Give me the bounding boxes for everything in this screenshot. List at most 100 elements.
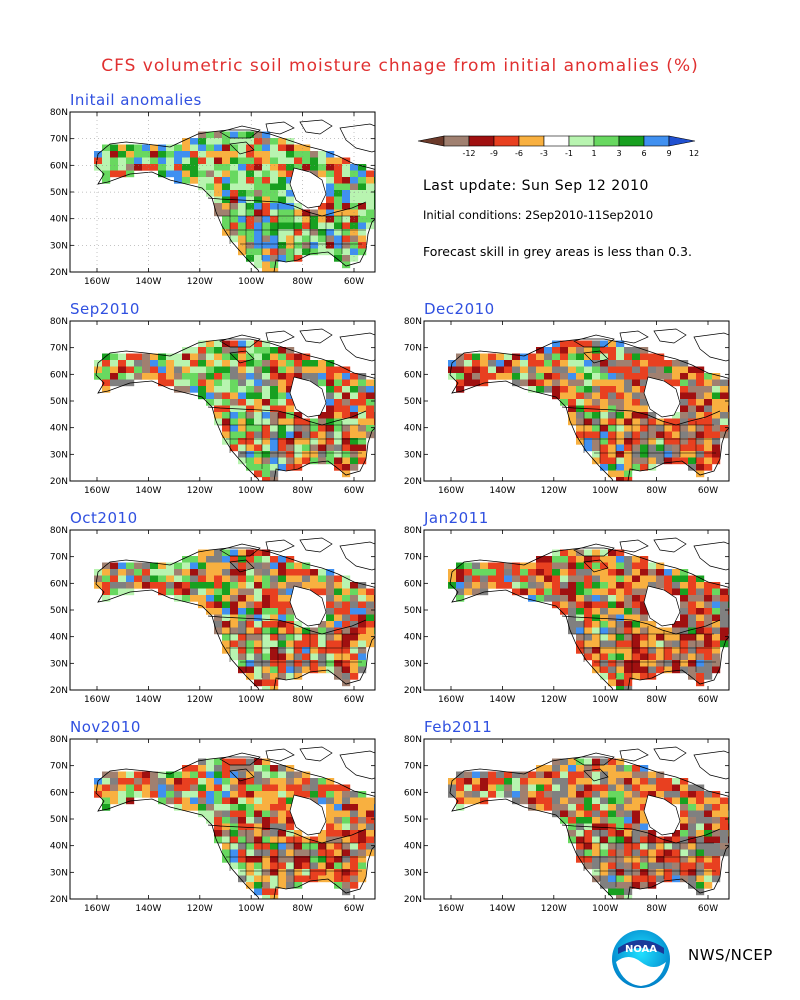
anomaly-cell bbox=[712, 817, 721, 824]
anomaly-cell bbox=[632, 431, 641, 439]
anomaly-cell bbox=[624, 653, 633, 661]
anomaly-cell bbox=[326, 823, 335, 831]
anomaly-cell bbox=[230, 151, 239, 158]
anomaly-cell bbox=[648, 882, 657, 889]
anomaly-cell bbox=[270, 869, 279, 876]
anomaly-cell bbox=[568, 588, 577, 596]
anomaly-cell bbox=[704, 882, 713, 889]
anomaly-cell bbox=[190, 588, 199, 596]
anomaly-cell bbox=[600, 451, 609, 458]
anomaly-cell bbox=[230, 817, 239, 824]
anomaly-cell bbox=[318, 653, 327, 661]
anomaly-cell bbox=[504, 575, 513, 583]
anomaly-cell bbox=[656, 653, 665, 661]
anomaly-cell bbox=[680, 660, 689, 667]
anomaly-cell bbox=[270, 216, 279, 223]
anomaly-cell bbox=[342, 660, 351, 667]
anomaly-cell bbox=[696, 601, 705, 609]
panel-title-oct2010: Oct2010 bbox=[70, 509, 138, 527]
anomaly-cell bbox=[560, 386, 569, 393]
lat-label: 60N bbox=[50, 788, 68, 798]
anomaly-cell bbox=[246, 131, 255, 139]
anomaly-cell bbox=[102, 562, 111, 570]
anomaly-cell bbox=[568, 771, 577, 779]
anomaly-cell bbox=[262, 144, 271, 152]
anomaly-cell bbox=[640, 347, 649, 354]
anomaly-cell bbox=[704, 869, 713, 876]
anomaly-cell bbox=[350, 379, 359, 387]
anomaly-cell bbox=[190, 784, 199, 792]
anomaly-cell bbox=[720, 595, 729, 602]
anomaly-cell bbox=[214, 771, 223, 779]
anomaly-cell bbox=[624, 457, 633, 465]
anomaly-cell bbox=[190, 366, 199, 374]
anomaly-cell bbox=[270, 856, 279, 863]
anomaly-cell bbox=[568, 830, 577, 837]
anomaly-cell bbox=[496, 353, 505, 361]
anomaly-cell bbox=[576, 817, 585, 824]
anomaly-cell bbox=[600, 569, 609, 576]
anomaly-cell bbox=[110, 784, 119, 792]
anomaly-cell bbox=[198, 379, 207, 387]
anomaly-cell bbox=[664, 791, 673, 798]
anomaly-cell bbox=[254, 549, 263, 557]
anomaly-cell bbox=[158, 778, 167, 785]
anomaly-cell bbox=[302, 431, 311, 439]
anomaly-cell bbox=[472, 582, 481, 589]
anomaly-cell bbox=[342, 856, 351, 863]
anomaly-cell bbox=[342, 582, 351, 589]
anomaly-cell bbox=[608, 784, 617, 792]
anomaly-cell bbox=[592, 862, 601, 870]
anomaly-cell bbox=[246, 392, 255, 400]
anomaly-cell bbox=[190, 771, 199, 779]
anomaly-cell bbox=[608, 595, 617, 602]
anomaly-cell bbox=[302, 569, 311, 576]
anomaly-cell bbox=[262, 778, 271, 785]
lon-label: 80W bbox=[292, 695, 312, 705]
anomaly-cell bbox=[366, 804, 375, 811]
anomaly-cell bbox=[254, 869, 263, 876]
anomaly-cell bbox=[198, 366, 207, 374]
anomaly-cell bbox=[294, 144, 303, 152]
anomaly-cell bbox=[246, 144, 255, 152]
anomaly-cell bbox=[294, 248, 303, 256]
anomaly-cell bbox=[182, 177, 191, 184]
anomaly-cell bbox=[262, 151, 271, 158]
anomaly-cell bbox=[600, 353, 609, 361]
anomaly-cell bbox=[102, 366, 111, 374]
anomaly-cell bbox=[680, 373, 689, 380]
anomaly-cell bbox=[222, 418, 231, 426]
anomaly-cell bbox=[222, 379, 231, 387]
anomaly-cell bbox=[182, 784, 191, 792]
anomaly-cell bbox=[640, 399, 649, 406]
anomaly-cell bbox=[230, 856, 239, 863]
anomaly-cell bbox=[254, 464, 263, 471]
anomaly-cell bbox=[704, 817, 713, 824]
anomaly-cell bbox=[318, 360, 327, 367]
anomaly-cell bbox=[238, 177, 247, 184]
anomaly-cell bbox=[222, 614, 231, 622]
anomaly-cell bbox=[278, 379, 287, 387]
anomaly-cell bbox=[342, 843, 351, 850]
anomaly-cell bbox=[632, 608, 641, 615]
anomaly-cell bbox=[366, 177, 375, 184]
anomaly-cell bbox=[286, 569, 295, 576]
anomaly-cell bbox=[600, 412, 609, 419]
anomaly-cell bbox=[536, 575, 545, 583]
anomaly-cell bbox=[182, 588, 191, 596]
anomaly-cell bbox=[576, 340, 585, 348]
anomaly-cell bbox=[648, 653, 657, 661]
anomaly-cell bbox=[278, 621, 287, 628]
anomaly-cell bbox=[520, 569, 529, 576]
anomaly-cell bbox=[294, 869, 303, 876]
anomaly-cell bbox=[366, 836, 375, 844]
anomaly-cell bbox=[624, 621, 633, 628]
lat-label: 50N bbox=[404, 815, 422, 825]
anomaly-cell bbox=[632, 797, 641, 805]
anomaly-cell bbox=[302, 366, 311, 374]
anomaly-cell bbox=[560, 347, 569, 354]
anomaly-cell bbox=[544, 360, 553, 367]
anomaly-cell bbox=[568, 386, 577, 393]
anomaly-cell bbox=[592, 340, 601, 348]
